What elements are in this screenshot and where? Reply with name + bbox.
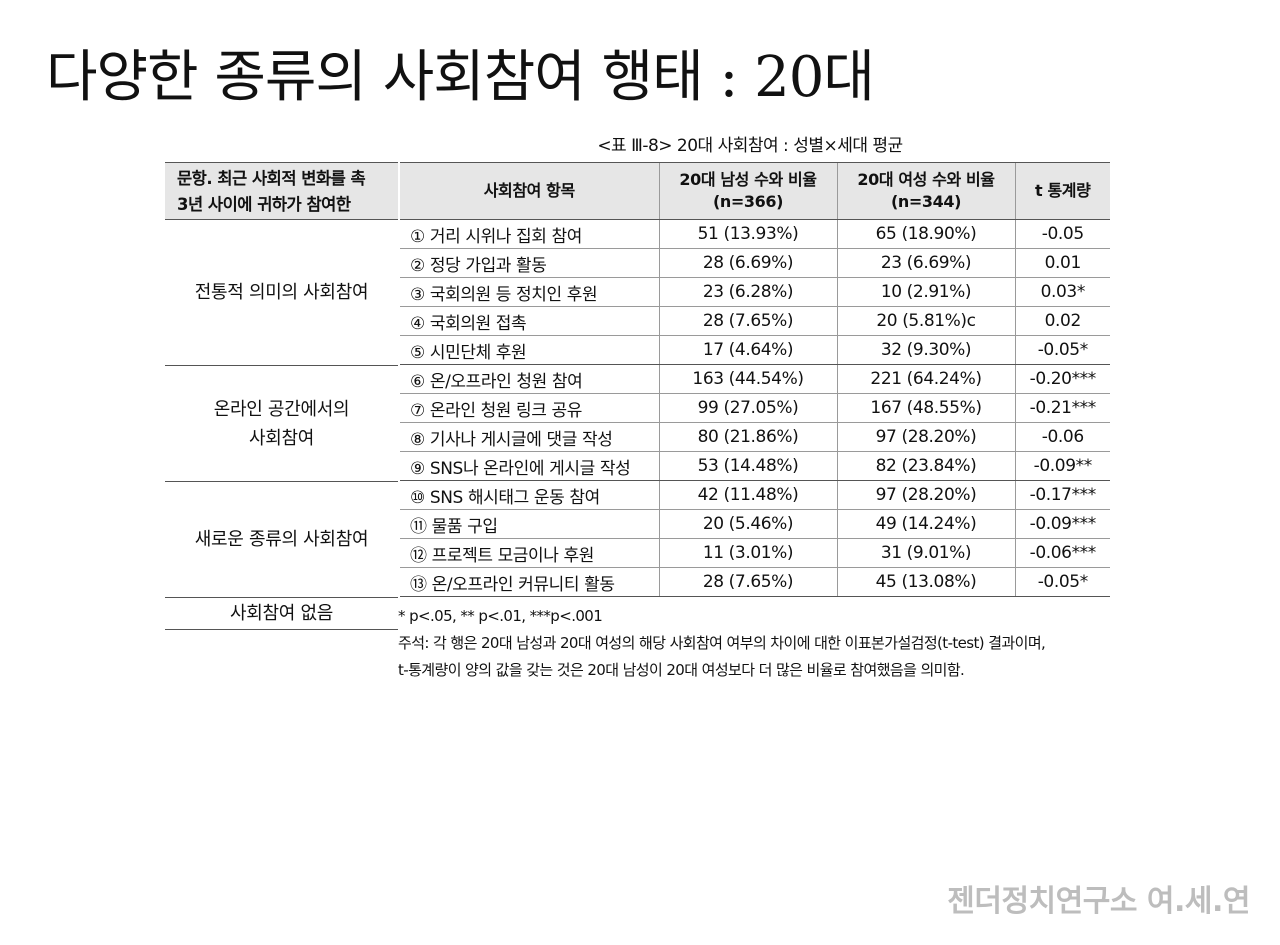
item-cell: ⑬ 온/오프라인 커뮤니티 활동 [400, 567, 659, 597]
male-cell: 23 (6.28%) [658, 277, 837, 307]
category-label: 사회참여 없음 [230, 603, 333, 624]
category-label: 전통적 의미의 사회참여 [194, 282, 369, 303]
item-cell: ⑪ 물품 구입 [400, 509, 659, 539]
female-cell: 97 (28.20%) [836, 422, 1015, 452]
male-cell: 28 (6.69%) [658, 248, 837, 278]
category-label: 새로운 종류의 사회참여 [194, 529, 369, 550]
t-cell: -0.21*** [1014, 393, 1110, 423]
table-row: ③ 국회의원 등 정치인 후원 23 (6.28%) 10 (2.91%) 0.03* [400, 277, 1110, 307]
female-cell: 97 (28.20%) [836, 480, 1015, 510]
header-t-stat: t 통계량 [1014, 162, 1110, 220]
t-cell: 0.03* [1014, 277, 1110, 307]
male-cell: 51 (13.93%) [658, 219, 837, 249]
question-line-2: 3년 사이에 귀하가 참여한 [177, 195, 351, 214]
table-header-row: 사회참여 항목 20대 남성 수와 비율 (n=366) 20대 여성 수와 비율… [400, 162, 1110, 220]
female-cell: 10 (2.91%) [836, 277, 1015, 307]
t-cell: -0.20*** [1014, 364, 1110, 394]
category-online: 온라인 공간에서의 사회참여 [165, 366, 398, 482]
male-cell: 99 (27.05%) [658, 393, 837, 423]
table-row: ⑬ 온/오프라인 커뮤니티 활동 28 (7.65%) 45 (13.08%) -0.… [400, 567, 1110, 597]
item-cell: ⑧ 기사나 게시글에 댓글 작성 [400, 422, 659, 452]
table-row: ⑩ SNS 해시태그 운동 참여 42 (11.48%) 97 (28.20%) -0… [400, 480, 1110, 510]
t-cell: -0.09*** [1014, 509, 1110, 539]
female-cell: 32 (9.30%) [836, 335, 1015, 365]
table-row: ⑪ 물품 구입 20 (5.46%) 49 (14.24%) -0.09*** [400, 509, 1110, 539]
table-row: ⑫ 프로젝트 모금이나 후원 11 (3.01%) 31 (9.01%) -0.06*… [400, 538, 1110, 568]
female-cell: 65 (18.90%) [836, 219, 1015, 249]
item-cell: ⑦ 온라인 청원 링크 공유 [400, 393, 659, 423]
table-row: ⑧ 기사나 게시글에 댓글 작성 80 (21.86%) 97 (28.20%) -0… [400, 422, 1110, 452]
table-notes: * p<.05, ** p<.01, ***p<.001 주석: 각 행은 20… [398, 603, 1046, 684]
t-cell: -0.09** [1014, 451, 1110, 481]
t-cell: -0.05* [1014, 335, 1110, 365]
question-header: 문항. 최근 사회적 변화를 촉 3년 사이에 귀하가 참여한 [165, 162, 398, 220]
participation-table: 사회참여 항목 20대 남성 수와 비율 (n=366) 20대 여성 수와 비율… [400, 162, 1110, 597]
item-cell: ② 정당 가입과 활동 [400, 248, 659, 278]
table-row: ⑨ SNS나 온라인에 게시글 작성 53 (14.48%) 82 (23.84%)… [400, 451, 1110, 481]
t-cell: -0.05* [1014, 567, 1110, 597]
male-cell: 11 (3.01%) [658, 538, 837, 568]
table-row: ④ 국회의원 접촉 28 (7.65%) 20 (5.81%)c 0.02 [400, 306, 1110, 336]
category-traditional: 전통적 의미의 사회참여 [165, 220, 398, 366]
slide-title: 다양한 종류의 사회참여 행태 : 20대 [46, 45, 875, 110]
male-cell: 80 (21.86%) [658, 422, 837, 452]
female-cell: 23 (6.69%) [836, 248, 1015, 278]
female-cell: 31 (9.01%) [836, 538, 1015, 568]
header-male: 20대 남성 수와 비율 (n=366) [658, 162, 837, 220]
footer-brand: 젠더정치연구소 여.세.연 [947, 884, 1250, 919]
significance-note: * p<.05, ** p<.01, ***p<.001 [398, 607, 603, 625]
table-row: ⑦ 온라인 청원 링크 공유 99 (27.05%) 167 (48.55%) -0.… [400, 393, 1110, 423]
male-cell: 42 (11.48%) [658, 480, 837, 510]
item-cell: ⑥ 온/오프라인 청원 참여 [400, 364, 659, 394]
item-cell: ⑤ 시민단체 후원 [400, 335, 659, 365]
table-caption: <표 Ⅲ-8> 20대 사회참여 : 성별×세대 평균 [597, 136, 903, 156]
t-cell: -0.05 [1014, 219, 1110, 249]
item-cell: ③ 국회의원 등 정치인 후원 [400, 277, 659, 307]
female-cell: 49 (14.24%) [836, 509, 1015, 539]
t-cell: 0.01 [1014, 248, 1110, 278]
item-cell: ④ 국회의원 접촉 [400, 306, 659, 336]
item-cell: ⑨ SNS나 온라인에 게시글 작성 [400, 451, 659, 481]
t-cell: 0.02 [1014, 306, 1110, 336]
t-cell: -0.06*** [1014, 538, 1110, 568]
t-cell: -0.17*** [1014, 480, 1110, 510]
male-cell: 28 (7.65%) [658, 306, 837, 336]
table-row: ② 정당 가입과 활동 28 (6.69%) 23 (6.69%) 0.01 [400, 248, 1110, 278]
footnote-line-1: 주석: 각 행은 20대 남성과 20대 여성의 해당 사회참여 여부의 차이에… [398, 634, 1046, 652]
table-row: ⑥ 온/오프라인 청원 참여 163 (44.54%) 221 (64.24%) -0… [400, 364, 1110, 394]
female-cell: 82 (23.84%) [836, 451, 1015, 481]
category-new: 새로운 종류의 사회참여 [165, 482, 398, 598]
table-row: ① 거리 시위나 집회 참여 51 (13.93%) 65 (18.90%) -0.0… [400, 219, 1110, 249]
male-cell: 20 (5.46%) [658, 509, 837, 539]
item-cell: ① 거리 시위나 집회 참여 [400, 219, 659, 249]
table-row: ⑤ 시민단체 후원 17 (4.64%) 32 (9.30%) -0.05* [400, 335, 1110, 365]
category-none: 사회참여 없음 [165, 598, 398, 630]
male-cell: 53 (14.48%) [658, 451, 837, 481]
header-female: 20대 여성 수와 비율 (n=344) [836, 162, 1015, 220]
female-cell: 45 (13.08%) [836, 567, 1015, 597]
male-cell: 28 (7.65%) [658, 567, 837, 597]
category-label: 온라인 공간에서의 사회참여 [213, 398, 350, 449]
male-cell: 163 (44.54%) [658, 364, 837, 394]
footnote-line-2: t-통계량이 양의 값을 갖는 것은 20대 남성이 20대 여성보다 더 많은… [398, 661, 965, 679]
category-table: 문항. 최근 사회적 변화를 촉 3년 사이에 귀하가 참여한 전통적 의미의 … [165, 162, 398, 630]
female-cell: 167 (48.55%) [836, 393, 1015, 423]
question-line-1: 문항. 최근 사회적 변화를 촉 [177, 169, 366, 188]
item-cell: ⑩ SNS 해시태그 운동 참여 [400, 480, 659, 510]
male-cell: 17 (4.64%) [658, 335, 837, 365]
item-cell: ⑫ 프로젝트 모금이나 후원 [400, 538, 659, 568]
female-cell: 221 (64.24%) [836, 364, 1015, 394]
t-cell: -0.06 [1014, 422, 1110, 452]
header-item: 사회참여 항목 [400, 162, 659, 220]
female-cell: 20 (5.81%)c [836, 306, 1015, 336]
